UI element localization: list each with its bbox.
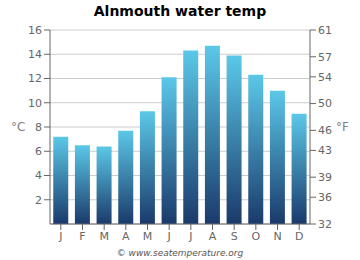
svg-text:J: J (167, 230, 171, 243)
svg-text:2: 2 (35, 194, 42, 207)
svg-text:°C: °C (11, 120, 25, 134)
svg-text:N: N (273, 230, 281, 243)
svg-text:16: 16 (28, 24, 42, 37)
svg-text:J: J (188, 230, 192, 243)
svg-text:10: 10 (28, 97, 42, 110)
svg-text:57: 57 (318, 51, 332, 64)
svg-text:61: 61 (318, 24, 332, 37)
svg-text:39: 39 (318, 171, 332, 184)
svg-text:A: A (209, 230, 217, 243)
svg-text:46: 46 (318, 124, 332, 137)
svg-text:32: 32 (318, 218, 332, 231)
svg-text:6: 6 (35, 145, 42, 158)
svg-text:°F: °F (336, 120, 349, 134)
svg-text:36: 36 (318, 191, 332, 204)
svg-text:F: F (79, 230, 85, 243)
svg-text:50: 50 (318, 97, 332, 110)
html-text:© www.seatemperature.org: © www.seatemperature.org (116, 248, 244, 258)
svg-text:J: J (58, 230, 62, 243)
svg-text:12: 12 (28, 72, 42, 85)
svg-text:M: M (143, 230, 153, 243)
svg-text:D: D (295, 230, 303, 243)
svg-text:S: S (231, 230, 238, 243)
svg-text:O: O (251, 230, 260, 243)
svg-text:43: 43 (318, 144, 332, 157)
svg-text:8: 8 (35, 121, 42, 134)
svg-text:14: 14 (28, 48, 42, 61)
svg-text:M: M (99, 230, 109, 243)
html-text:Alnmouth water temp: Alnmouth water temp (93, 3, 267, 19)
svg-text:54: 54 (318, 71, 332, 84)
svg-text:A: A (122, 230, 130, 243)
svg-text:4: 4 (35, 169, 42, 182)
